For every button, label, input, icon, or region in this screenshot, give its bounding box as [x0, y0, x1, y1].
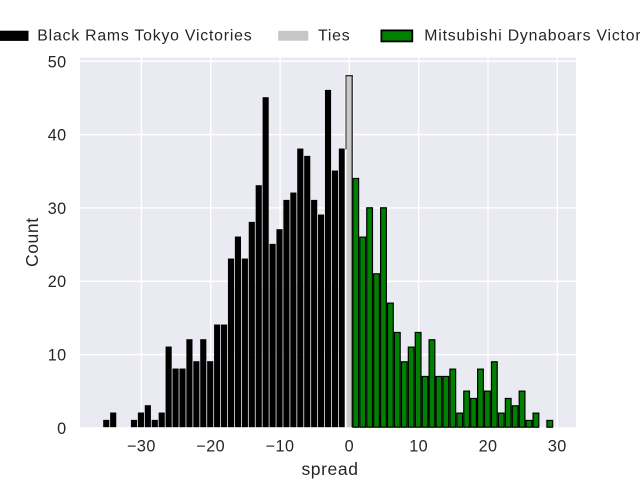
svg-text:40: 40: [48, 127, 67, 145]
svg-text:20: 20: [479, 438, 498, 456]
svg-text:spread: spread: [301, 459, 358, 479]
svg-text:−30: −30: [127, 438, 156, 456]
svg-text:0: 0: [345, 438, 354, 456]
svg-text:50: 50: [48, 53, 67, 71]
svg-text:−10: −10: [266, 438, 295, 456]
svg-text:Ties: Ties: [318, 27, 350, 44]
svg-text:10: 10: [409, 438, 428, 456]
svg-text:10: 10: [48, 347, 67, 365]
svg-text:−20: −20: [196, 438, 225, 456]
svg-text:Mitsubishi Dynaboars Victories: Mitsubishi Dynaboars Victories: [424, 27, 640, 44]
svg-text:Count: Count: [22, 217, 42, 267]
svg-text:30: 30: [548, 438, 567, 456]
svg-text:Black Rams Tokyo Victories: Black Rams Tokyo Victories: [37, 27, 252, 44]
svg-text:20: 20: [48, 273, 67, 291]
svg-text:0: 0: [57, 420, 66, 438]
svg-text:30: 30: [48, 200, 67, 218]
